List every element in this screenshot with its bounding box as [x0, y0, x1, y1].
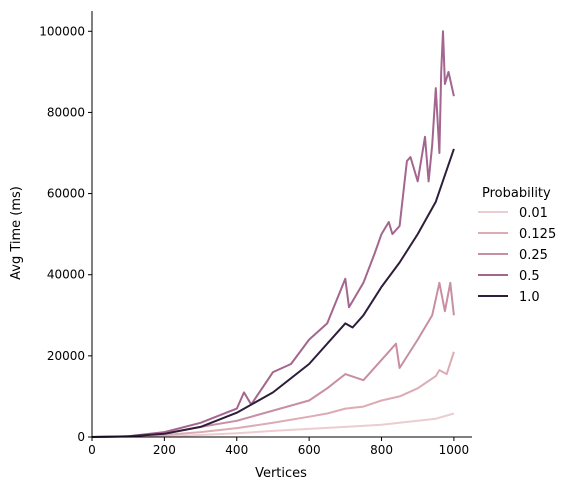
x-tick-label: 0 — [88, 443, 96, 457]
y-tick-label: 80000 — [47, 105, 85, 119]
series-line-3 — [91, 30, 455, 438]
legend-label-0: 0.01 — [519, 206, 548, 221]
plot-area — [91, 30, 455, 438]
y-tick-label: 100000 — [39, 24, 85, 38]
series-line-0 — [91, 412, 455, 438]
y-tick-label: 60000 — [47, 187, 85, 201]
legend-label-4: 1.0 — [519, 290, 540, 305]
axes: 0 200 400 600 800 1000 0 20000 40000 60000 80000 10… — [39, 11, 472, 457]
series-line-2 — [91, 281, 455, 438]
legend-label-2: 0.25 — [519, 248, 548, 263]
x-tick-label: 800 — [370, 443, 393, 457]
y-tick-label: 40000 — [47, 268, 85, 282]
legend: Probability 0.01 0.125 0.25 0.5 1.0 — [478, 186, 556, 305]
series-line-4 — [91, 148, 455, 438]
legend-label-1: 0.125 — [519, 227, 556, 242]
y-tick-label: 20000 — [47, 349, 85, 363]
x-tick-label: 400 — [225, 443, 248, 457]
y-axis-label: Avg Time (ms) — [9, 186, 24, 280]
x-axis-label: Vertices — [255, 466, 307, 481]
y-tick-label: 0 — [77, 430, 85, 444]
x-tick-label: 600 — [298, 443, 321, 457]
x-tick-label: 200 — [153, 443, 176, 457]
series-line-1 — [91, 351, 455, 438]
legend-label-3: 0.5 — [519, 269, 540, 284]
x-tick-label: 1000 — [439, 443, 470, 457]
legend-title: Probability — [482, 186, 551, 201]
